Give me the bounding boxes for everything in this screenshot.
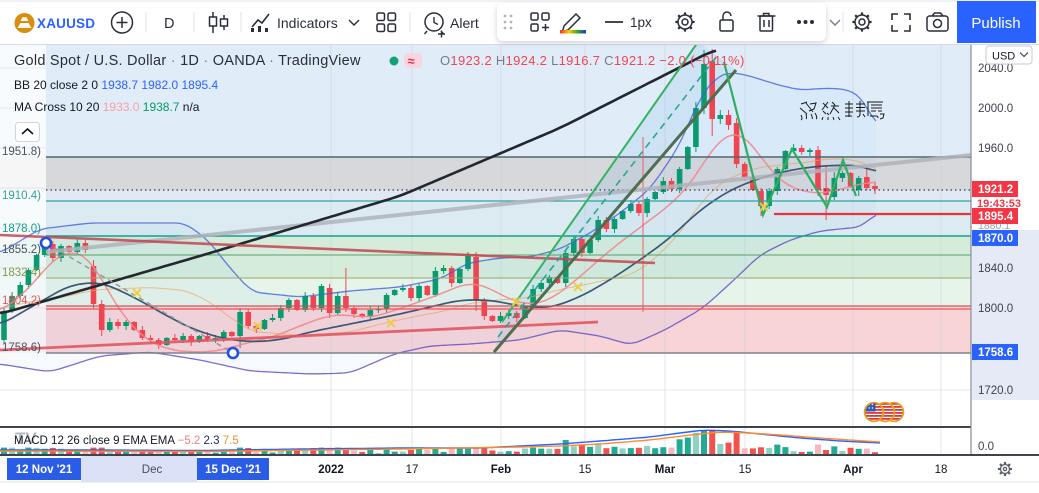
svg-text:1758.6: 1758.6 xyxy=(978,347,1013,359)
svg-text:2040.0: 2040.0 xyxy=(978,63,1013,75)
svg-text:19:43:53: 19:43:53 xyxy=(977,198,1021,210)
svg-text:Mar: Mar xyxy=(655,464,676,476)
svg-text:Gold Spot / U.S. Dollar · 1D ·: Gold Spot / U.S. Dollar · 1D · OANDA · T… xyxy=(14,53,361,69)
svg-text:Apr: Apr xyxy=(843,464,863,476)
svg-text:15: 15 xyxy=(579,464,592,476)
svg-text:BB 20 close 2 0 1938.7 1982.: BB 20 close 2 0 1938.7 1982.0 1895.4 xyxy=(14,78,218,92)
svg-text:1px: 1px xyxy=(630,15,652,30)
svg-text:1910.4): 1910.4) xyxy=(2,190,41,202)
svg-text:1758.6): 1758.6) xyxy=(2,342,41,354)
svg-text:1878.0): 1878.0) xyxy=(2,223,41,235)
svg-text:1855.2): 1855.2) xyxy=(2,244,41,256)
svg-text:1804.2): 1804.2) xyxy=(2,295,41,307)
svg-text:15 Dec '21: 15 Dec '21 xyxy=(205,464,261,476)
svg-text:15: 15 xyxy=(739,464,752,476)
svg-text:D: D xyxy=(164,16,174,32)
svg-text:XAUUSD: XAUUSD xyxy=(37,16,95,31)
svg-text:1960.0: 1960.0 xyxy=(978,143,1013,155)
svg-text:Alert: Alert xyxy=(450,15,479,31)
svg-text:1832.4): 1832.4) xyxy=(2,267,41,279)
svg-text:Indicators: Indicators xyxy=(277,15,338,31)
svg-text:Publish: Publish xyxy=(971,15,1020,32)
svg-text:1720.0: 1720.0 xyxy=(978,385,1013,397)
svg-text:MA Cross 10 20 1933.0 1938.7: MA Cross 10 20 1933.0 1938.7 n/a xyxy=(14,100,200,114)
svg-text:2022: 2022 xyxy=(318,464,344,476)
svg-text:1870.0: 1870.0 xyxy=(978,233,1013,245)
svg-text:17: 17 xyxy=(406,464,419,476)
svg-text:1840.0: 1840.0 xyxy=(978,263,1013,275)
svg-text:2000.0: 2000.0 xyxy=(978,103,1013,115)
svg-text:TV: TV xyxy=(15,429,37,448)
svg-text:1921.2: 1921.2 xyxy=(978,184,1013,196)
svg-text:1895.4: 1895.4 xyxy=(978,211,1014,223)
svg-text:≈: ≈ xyxy=(408,54,415,69)
svg-text:Dec: Dec xyxy=(142,464,163,476)
svg-text:MACD 12 26 close 9 EMA EMA −5: MACD 12 26 close 9 EMA EMA −5.2 2.3 7.5 xyxy=(14,435,239,447)
svg-text:USD: USD xyxy=(992,51,1015,63)
svg-text:1800.0: 1800.0 xyxy=(978,303,1013,315)
svg-text:18: 18 xyxy=(935,464,948,476)
svg-text:Feb: Feb xyxy=(491,464,511,476)
svg-text:O1923.2 H1924.2 L1916.7 C1921.: O1923.2 H1924.2 L1916.7 C1921.2 −2.0 (−0… xyxy=(440,53,745,68)
svg-text:12 Nov '21: 12 Nov '21 xyxy=(16,464,73,476)
svg-text:0.0: 0.0 xyxy=(978,441,994,453)
svg-text:1951.8): 1951.8) xyxy=(2,146,41,158)
